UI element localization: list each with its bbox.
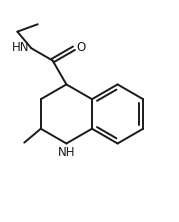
Text: O: O bbox=[76, 41, 85, 54]
Text: NH: NH bbox=[58, 147, 75, 159]
Text: HN: HN bbox=[12, 41, 29, 54]
